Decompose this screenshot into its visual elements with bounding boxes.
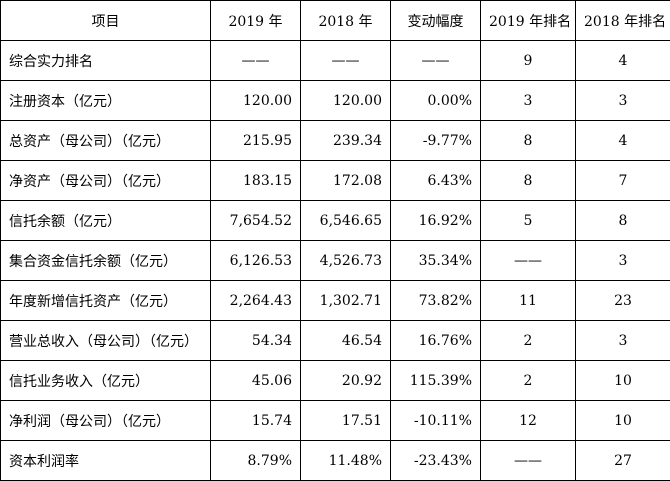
cell-rank-2019: 2 bbox=[481, 321, 576, 361]
header-2019: 2019 年 bbox=[211, 1, 301, 41]
table-row: 信托余额（亿元） 7,654.52 6,546.65 16.92% 5 8 bbox=[1, 201, 670, 241]
header-item: 项目 bbox=[1, 1, 211, 41]
table-row: 信托业务收入（亿元） 45.06 20.92 115.39% 2 10 bbox=[1, 361, 670, 401]
cell-rank-2018: 3 bbox=[576, 241, 670, 281]
cell-2019: 8.79% bbox=[211, 441, 301, 481]
cell-rank-2018: 23 bbox=[576, 281, 670, 321]
cell-rank-2018: 4 bbox=[576, 41, 670, 81]
row-label: 集合资金信托余额（亿元） bbox=[1, 241, 211, 281]
cell-rank-2019: 8 bbox=[481, 161, 576, 201]
cell-2019: 45.06 bbox=[211, 361, 301, 401]
cell-rank-2018: 4 bbox=[576, 121, 670, 161]
row-label: 信托余额（亿元） bbox=[1, 201, 211, 241]
cell-rank-2019: —— bbox=[481, 441, 576, 481]
cell-2018: 239.34 bbox=[301, 121, 391, 161]
cell-rank-2019: —— bbox=[481, 241, 576, 281]
cell-2019: 6,126.53 bbox=[211, 241, 301, 281]
cell-2018: 11.48% bbox=[301, 441, 391, 481]
cell-2019: 2,264.43 bbox=[211, 281, 301, 321]
header-rank-2018: 2018 年排名 bbox=[576, 1, 670, 41]
table-header-row: 项目 2019 年 2018 年 变动幅度 2019 年排名 2018 年排名 bbox=[1, 1, 670, 41]
cell-change: 0.00% bbox=[391, 81, 481, 121]
cell-change: -9.77% bbox=[391, 121, 481, 161]
cell-2018: 4,526.73 bbox=[301, 241, 391, 281]
row-label: 总资产（母公司）（亿元） bbox=[1, 121, 211, 161]
table-row: 综合实力排名 —— —— —— 9 4 bbox=[1, 41, 670, 81]
cell-change: 16.92% bbox=[391, 201, 481, 241]
cell-rank-2018: 10 bbox=[576, 361, 670, 401]
cell-rank-2018: 8 bbox=[576, 201, 670, 241]
cell-rank-2019: 12 bbox=[481, 401, 576, 441]
table-row: 净资产（母公司）（亿元） 183.15 172.08 6.43% 8 7 bbox=[1, 161, 670, 201]
row-label: 净利润（母公司）（亿元） bbox=[1, 401, 211, 441]
row-label: 信托业务收入（亿元） bbox=[1, 361, 211, 401]
cell-2018: 17.51 bbox=[301, 401, 391, 441]
cell-2018: 172.08 bbox=[301, 161, 391, 201]
cell-rank-2018: 3 bbox=[576, 81, 670, 121]
cell-2019: 54.34 bbox=[211, 321, 301, 361]
header-change: 变动幅度 bbox=[391, 1, 481, 41]
cell-rank-2019: 11 bbox=[481, 281, 576, 321]
cell-2019: 15.74 bbox=[211, 401, 301, 441]
row-label: 注册资本（亿元） bbox=[1, 81, 211, 121]
cell-2019: 183.15 bbox=[211, 161, 301, 201]
row-label: 营业总收入（母公司）（亿元） bbox=[1, 321, 211, 361]
table-row: 注册资本（亿元） 120.00 120.00 0.00% 3 3 bbox=[1, 81, 670, 121]
header-2018: 2018 年 bbox=[301, 1, 391, 41]
header-rank-2019: 2019 年排名 bbox=[481, 1, 576, 41]
row-label: 净资产（母公司）（亿元） bbox=[1, 161, 211, 201]
cell-change: -23.43% bbox=[391, 441, 481, 481]
cell-change: 6.43% bbox=[391, 161, 481, 201]
cell-2018: —— bbox=[301, 41, 391, 81]
cell-2018: 1,302.71 bbox=[301, 281, 391, 321]
cell-rank-2018: 7 bbox=[576, 161, 670, 201]
cell-rank-2018: 10 bbox=[576, 401, 670, 441]
cell-change: 35.34% bbox=[391, 241, 481, 281]
row-label: 资本利润率 bbox=[1, 441, 211, 481]
table-row: 总资产（母公司）（亿元） 215.95 239.34 -9.77% 8 4 bbox=[1, 121, 670, 161]
cell-change: 16.76% bbox=[391, 321, 481, 361]
cell-2019: —— bbox=[211, 41, 301, 81]
table-row: 净利润（母公司）（亿元） 15.74 17.51 -10.11% 12 10 bbox=[1, 401, 670, 441]
cell-2019: 7,654.52 bbox=[211, 201, 301, 241]
cell-rank-2019: 2 bbox=[481, 361, 576, 401]
cell-change: 115.39% bbox=[391, 361, 481, 401]
table-row: 集合资金信托余额（亿元） 6,126.53 4,526.73 35.34% ——… bbox=[1, 241, 670, 281]
cell-rank-2018: 27 bbox=[576, 441, 670, 481]
cell-rank-2019: 3 bbox=[481, 81, 576, 121]
cell-2018: 46.54 bbox=[301, 321, 391, 361]
cell-2018: 20.92 bbox=[301, 361, 391, 401]
cell-rank-2019: 9 bbox=[481, 41, 576, 81]
table-row: 年度新增信托资产（亿元） 2,264.43 1,302.71 73.82% 11… bbox=[1, 281, 670, 321]
cell-rank-2019: 5 bbox=[481, 201, 576, 241]
cell-2019: 120.00 bbox=[211, 81, 301, 121]
table-row: 营业总收入（母公司）（亿元） 54.34 46.54 16.76% 2 3 bbox=[1, 321, 670, 361]
table-row: 资本利润率 8.79% 11.48% -23.43% —— 27 bbox=[1, 441, 670, 481]
row-label: 综合实力排名 bbox=[1, 41, 211, 81]
cell-2018: 6,546.65 bbox=[301, 201, 391, 241]
cell-change: -10.11% bbox=[391, 401, 481, 441]
cell-change: 73.82% bbox=[391, 281, 481, 321]
cell-rank-2019: 8 bbox=[481, 121, 576, 161]
cell-rank-2018: 3 bbox=[576, 321, 670, 361]
cell-change: —— bbox=[391, 41, 481, 81]
cell-2018: 120.00 bbox=[301, 81, 391, 121]
row-label: 年度新增信托资产（亿元） bbox=[1, 281, 211, 321]
cell-2019: 215.95 bbox=[211, 121, 301, 161]
